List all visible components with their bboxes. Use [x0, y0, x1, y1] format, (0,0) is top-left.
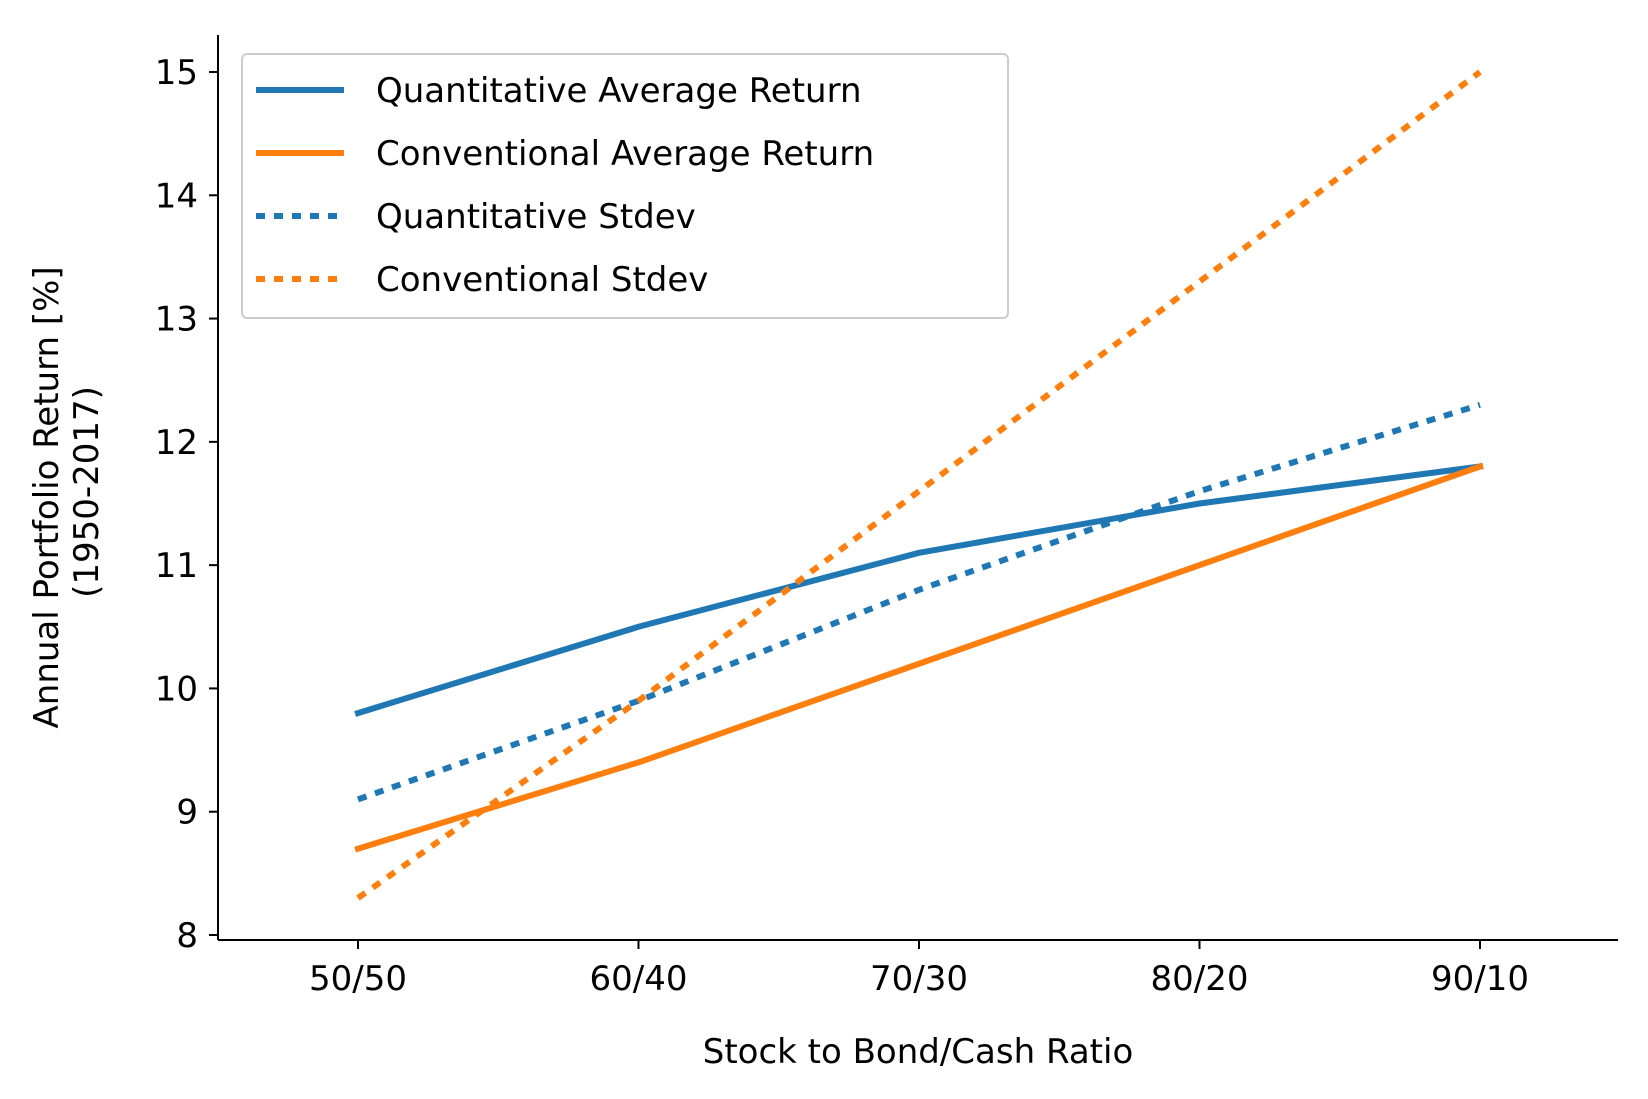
series-line-3 [357, 401, 1481, 803]
series-line-4 [356, 69, 1482, 901]
legend-items: Quantitative Average Return Conventional … [256, 71, 874, 300]
y-axis-label: Annual Portfolio Return [%] (1950-2017) [27, 256, 107, 729]
y-tick-label: 12 [155, 423, 198, 463]
y-tick-label: 11 [155, 546, 198, 586]
x-tick-label: 80/20 [1151, 959, 1249, 999]
legend: Quantitative Average Return Conventional … [241, 53, 1009, 319]
x-tick-label: 90/10 [1431, 959, 1529, 999]
series-layer [354, 69, 1484, 901]
y-tick-label: 14 [155, 176, 198, 216]
y-tick-label: 9 [176, 793, 198, 833]
x-tick-label: 60/40 [590, 959, 688, 999]
y-tick-label: 15 [155, 53, 198, 93]
legend-label-3: Quantitative Stdev [376, 197, 696, 237]
series-line-1 [354, 463, 1484, 717]
y-tick-label: 13 [155, 300, 198, 340]
legend-label-2: Conventional Average Return [376, 134, 874, 174]
y-axis-label-line-1: Annual Portfolio Return [%] [27, 266, 67, 728]
x-tick-label: 50/50 [309, 959, 407, 999]
y-axis-label-line-2: (1950-2017) [67, 386, 107, 598]
legend-box [241, 53, 1009, 319]
x-tick-label: 70/30 [870, 959, 968, 999]
y-tick-label: 8 [176, 916, 198, 956]
legend-label-1: Quantitative Average Return [376, 71, 862, 111]
legend-label-4: Conventional Stdev [376, 260, 708, 300]
y-tick-label: 10 [155, 669, 198, 709]
ticks: 8 9 10 11 12 13 14 15 50/50 60/40 70/30 80/20 90/10 [155, 53, 1529, 999]
series-line-2 [354, 462, 1484, 853]
x-axis-label: Stock to Bond/Cash Ratio [703, 1032, 1134, 1072]
